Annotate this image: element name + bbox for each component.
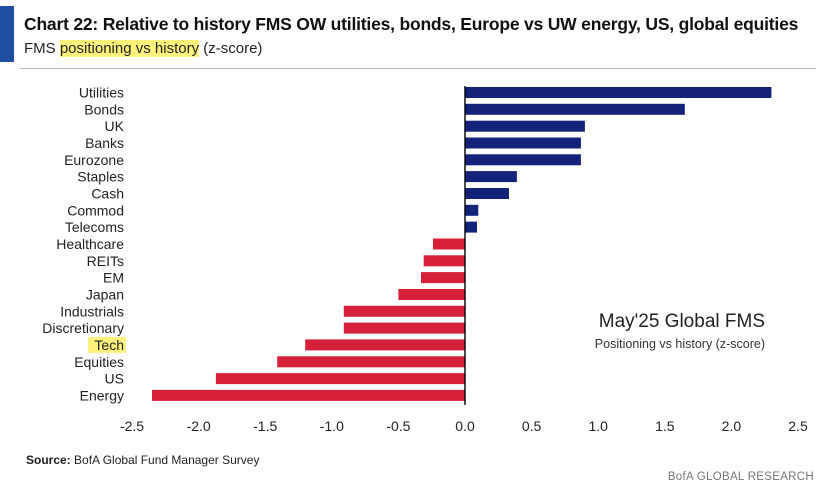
bar-industrials (343, 305, 465, 317)
x-tick-label: 0.5 (522, 418, 542, 434)
category-label-japan: Japan (86, 287, 124, 303)
x-tick-label: -2.0 (187, 418, 211, 434)
bar-uk (465, 120, 585, 132)
brand-footer: BofA GLOBAL RESEARCH (667, 471, 814, 483)
chart-title: Chart 22: Relative to history FMS OW uti… (24, 14, 799, 34)
x-tick-label: -1.5 (253, 418, 277, 434)
category-label-commod: Commod (67, 202, 124, 218)
category-label-bonds: Bonds (84, 101, 124, 117)
bar-utilities (465, 87, 772, 98)
accent-bar (0, 6, 14, 62)
category-label-telecoms: Telecoms (65, 219, 124, 235)
x-tick-label: -0.5 (386, 418, 410, 434)
category-label-energy: Energy (80, 387, 124, 403)
bars-group (152, 87, 772, 401)
x-tick-label: 2.0 (722, 418, 742, 434)
source-text: BofA Global Fund Manager Survey (70, 453, 260, 467)
x-tick-label: 0.0 (455, 418, 475, 434)
annotation-subtitle: Positioning vs history (z-score) (595, 337, 765, 351)
subtitle-prefix: FMS (24, 40, 60, 57)
bar-discretionary (343, 322, 465, 334)
bar-commod (465, 204, 479, 216)
bar-eurozone (465, 154, 581, 166)
subtitle-highlight: positioning vs history (59, 40, 200, 57)
bar-reits (423, 255, 465, 267)
source-note: Source: BofA Global Fund Manager Survey (26, 453, 259, 467)
category-label-eurozone: Eurozone (64, 152, 124, 168)
category-label-uk: UK (105, 118, 125, 134)
category-labels: UtilitiesBondsUKBanksEurozoneStaplesCash… (42, 85, 126, 403)
title-divider (20, 68, 816, 69)
category-label-industrials: Industrials (60, 303, 124, 319)
category-label-healthcare: Healthcare (56, 236, 124, 252)
bar-staples (465, 171, 517, 183)
x-tick-label: -2.5 (120, 418, 144, 434)
bar-us (215, 373, 465, 385)
annotation-title: May'25 Global FMS (599, 311, 765, 332)
bar-bonds (465, 103, 685, 115)
subtitle-suffix: (z-score) (199, 40, 263, 57)
chart-subtitle: FMS positioning vs history (z-score) (24, 40, 262, 57)
category-label-banks: Banks (85, 135, 124, 151)
source-label: Source: (26, 453, 71, 467)
x-tick-label: 2.5 (788, 418, 808, 434)
x-tick-label: -1.0 (320, 418, 344, 434)
x-axis: -2.5 -2.0 -1.5 -1.0 -0.5 0.0 0.5 1.0 1.5 2.0 2.5 (120, 86, 808, 434)
category-label-tech: Tech (94, 337, 124, 353)
category-label-equities: Equities (74, 354, 124, 370)
x-tick-label: 1.5 (655, 418, 675, 434)
bar-equities (277, 356, 465, 368)
category-label-reits: REITs (87, 253, 124, 269)
category-label-discretionary: Discretionary (42, 320, 124, 336)
category-label-us: US (105, 371, 124, 387)
x-tick-label: 1.0 (588, 418, 608, 434)
bar-em (421, 272, 465, 284)
label-highlight-tech (88, 336, 126, 353)
bar-japan (398, 289, 465, 300)
bar-healthcare (433, 238, 465, 250)
bar-tech (305, 339, 465, 351)
bar-telecoms (465, 221, 477, 233)
category-label-utilities: Utilities (79, 85, 124, 101)
bar-energy (152, 389, 465, 401)
category-label-staples: Staples (77, 169, 124, 185)
category-label-cash: Cash (91, 186, 124, 202)
category-label-em: EM (103, 270, 124, 286)
bar-cash (465, 188, 509, 199)
bar-banks (465, 137, 581, 149)
